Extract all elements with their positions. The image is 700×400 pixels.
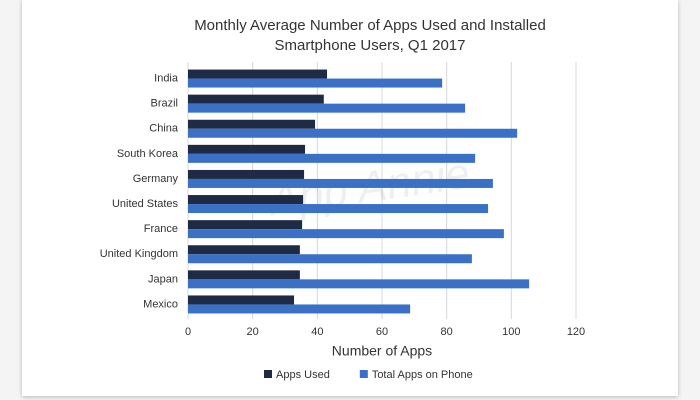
- chart-title: Monthly Average Number of Apps Used and …: [194, 17, 546, 54]
- legend-label: Apps Used: [276, 369, 330, 381]
- bar: [188, 204, 489, 214]
- bar: [188, 254, 472, 264]
- y-tick-label: China: [149, 123, 179, 135]
- bar: [188, 270, 300, 280]
- x-tick-label: 80: [441, 326, 453, 338]
- x-tick-label: 40: [311, 326, 323, 338]
- y-tick-label: France: [144, 223, 178, 235]
- y-tick-label: Mexico: [143, 298, 178, 310]
- bar: [188, 94, 324, 104]
- bar: [188, 279, 530, 289]
- x-tick-label: 120: [567, 326, 585, 338]
- bar: [188, 245, 300, 255]
- y-tick-label: United States: [112, 198, 179, 210]
- bar: [188, 229, 504, 239]
- bar: [188, 169, 305, 179]
- bar: [188, 195, 304, 205]
- bar: [188, 69, 328, 79]
- bar: [188, 220, 303, 230]
- y-tick-label: India: [154, 72, 179, 84]
- legend-swatch: [264, 370, 272, 378]
- y-tick-label: South Korea: [117, 148, 179, 160]
- x-tick-label: 100: [502, 326, 520, 338]
- x-tick-label: 20: [247, 326, 259, 338]
- bar: [188, 119, 316, 129]
- bar: [188, 144, 306, 154]
- y-tick-label: Brazil: [150, 98, 178, 110]
- card: [22, 0, 678, 396]
- y-tick-label: Japan: [148, 273, 178, 285]
- y-tick-label: United Kingdom: [100, 248, 178, 260]
- bar: [188, 304, 411, 314]
- bar: [188, 128, 518, 138]
- y-tick-label: Germany: [133, 173, 179, 185]
- x-axis-title: Number of Apps: [332, 343, 432, 359]
- bar: [188, 103, 466, 113]
- bar: [188, 295, 295, 305]
- legend-label: Total Apps on Phone: [372, 369, 473, 381]
- x-tick-label: 0: [185, 326, 191, 338]
- bar: [188, 153, 476, 163]
- legend-swatch: [359, 370, 368, 378]
- bar: [188, 178, 493, 188]
- x-tick-label: 60: [376, 326, 388, 338]
- bar: [188, 78, 443, 88]
